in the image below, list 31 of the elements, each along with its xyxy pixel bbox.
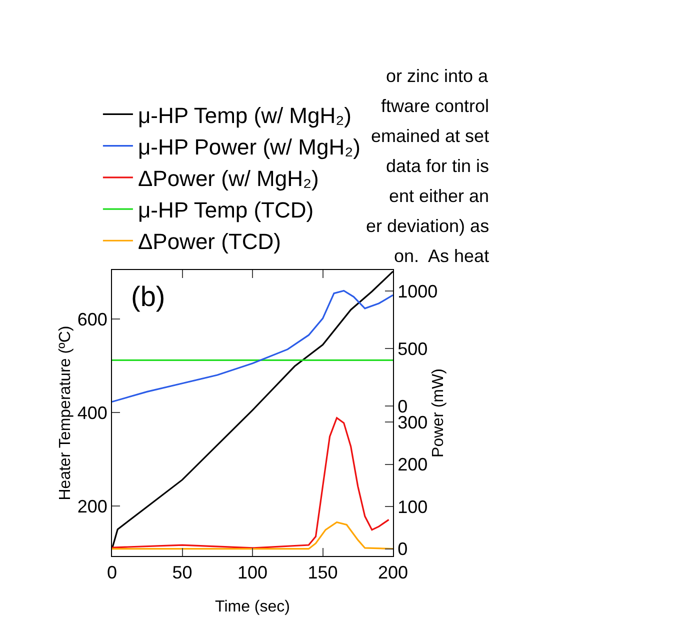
text: data for tin is bbox=[386, 156, 490, 176]
x-tick-label: 100 bbox=[237, 562, 268, 583]
x-tick-label: 0 bbox=[106, 562, 118, 583]
legend-label: μ-HP Power (w/ MgH₂) bbox=[138, 134, 360, 160]
text: er deviation) as bbox=[366, 216, 490, 236]
x-tick-label: 50 bbox=[172, 562, 192, 583]
y-axis-title: Heater Temperature (ºC) bbox=[57, 326, 74, 500]
y-tick-label: 400 bbox=[77, 402, 108, 423]
legend-label: ΔPower (w/ MgH₂) bbox=[138, 166, 319, 191]
y2-tick-label: 500 bbox=[398, 338, 428, 359]
y2-tick-label: 1000 bbox=[398, 281, 438, 302]
annotation: (b) bbox=[131, 281, 166, 312]
text: ent either an bbox=[389, 186, 490, 206]
line-series bbox=[112, 417, 390, 549]
text: or zinc into a bbox=[386, 66, 490, 86]
y3-tick-label: 0 bbox=[398, 539, 408, 560]
line-series bbox=[112, 521, 393, 550]
legend-label: ΔPower (TCD) bbox=[138, 229, 281, 254]
legend-label: μ-HP Temp (w/ MgH₂) bbox=[138, 102, 352, 128]
x-tick-label: 150 bbox=[308, 562, 338, 583]
x-tick-label: 200 bbox=[378, 562, 408, 583]
x-axis-title: Time (sec) bbox=[215, 598, 290, 616]
y3-tick-label: 200 bbox=[398, 454, 428, 475]
text: emained at set bbox=[371, 126, 490, 146]
y3-tick-label: 100 bbox=[398, 496, 428, 517]
text: ftware control bbox=[381, 96, 490, 116]
y-tick-label: 200 bbox=[77, 496, 108, 516]
text: on. As heat bbox=[394, 246, 490, 266]
y2-axis-title: Power (mW) bbox=[430, 368, 447, 458]
y-tick-label: 600 bbox=[77, 309, 108, 330]
legend-label: μ-HP Temp (TCD) bbox=[138, 198, 314, 223]
